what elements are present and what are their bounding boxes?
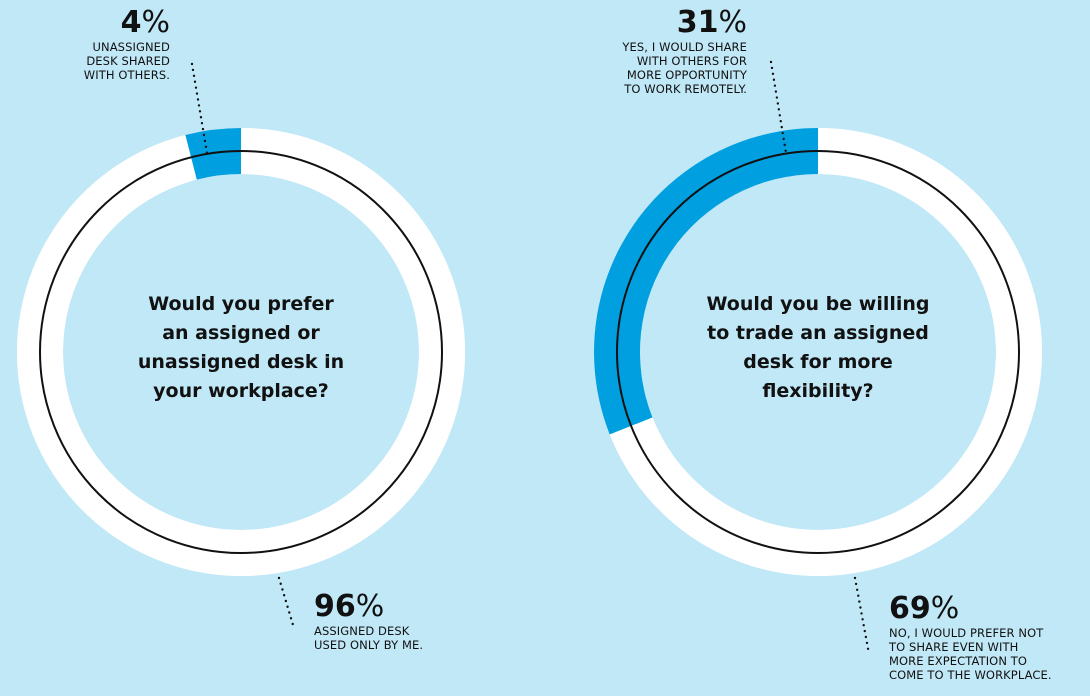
chart1-assigned-label: ASSIGNED DESK USED ONLY BY ME.: [314, 624, 424, 652]
chart2-callout-yes: 31% YES, I WOULD SHARE WITH OTHERS FOR M…: [560, 5, 747, 97]
chart1-callout-unassigned: 4% UNASSIGNED DESK SHARED WITH OTHERS.: [30, 5, 170, 83]
chart2-question: Would you be willing to trade an assigne…: [706, 293, 930, 402]
chart2-slice-highlight: [594, 128, 818, 435]
chart1-unassigned-percent: 4%: [120, 5, 170, 40]
chart2-no-label: NO, I WOULD PREFER NOT TO SHARE EVEN WIT…: [889, 626, 1052, 682]
chart2-no-percent: 69%: [889, 591, 960, 626]
chart1-assigned-percent: 96%: [314, 589, 385, 624]
chart2-outline-circle: [616, 150, 1020, 554]
chart2-yes-label: YES, I WOULD SHARE WITH OTHERS FOR MORE …: [622, 40, 747, 96]
chart2-callout-no: 69% NO, I WOULD PREFER NOT TO SHARE EVEN…: [889, 591, 1089, 683]
chart2-leader-1: [769, 60, 788, 155]
chart1-unassigned-label: UNASSIGNED DESK SHARED WITH OTHERS.: [83, 40, 170, 82]
chart1-callout-assigned: 96% ASSIGNED DESK USED ONLY BY ME.: [314, 589, 484, 653]
chart1-leader-2: [277, 576, 295, 627]
chart1-question: Would you prefer an assigned or unassign…: [137, 293, 345, 402]
chart2-yes-percent: 31%: [676, 5, 747, 40]
chart2-leader-2: [853, 576, 871, 656]
chart1-outline-circle: [39, 150, 443, 554]
